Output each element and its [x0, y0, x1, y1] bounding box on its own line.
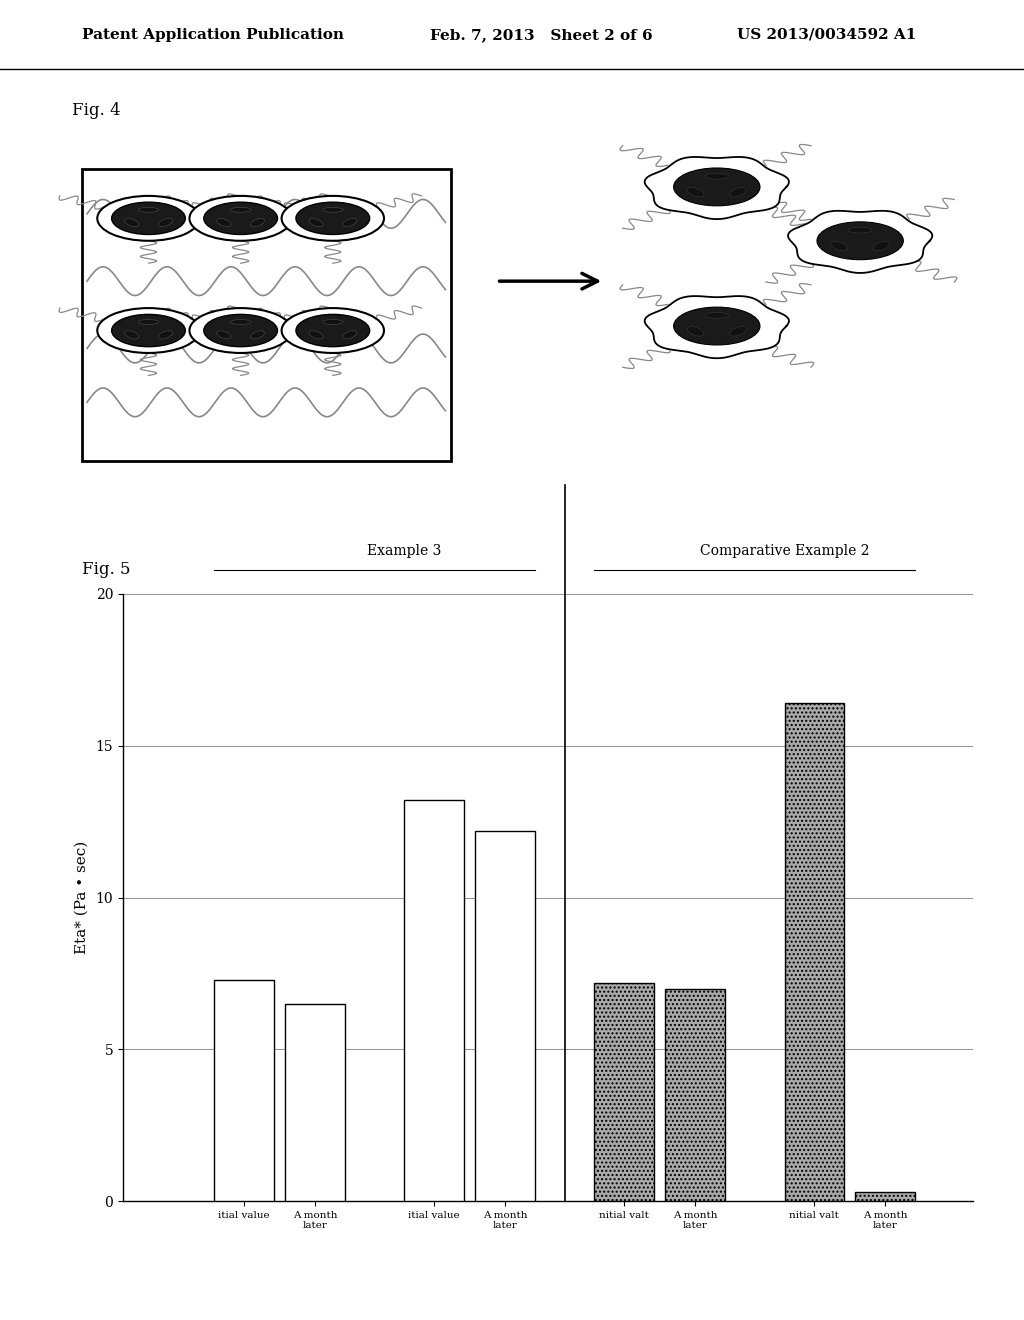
Ellipse shape [251, 331, 264, 339]
Circle shape [112, 314, 185, 347]
Circle shape [189, 195, 292, 240]
Ellipse shape [730, 326, 746, 337]
Ellipse shape [138, 207, 159, 213]
Ellipse shape [309, 219, 323, 227]
Text: Feb. 7, 2013   Sheet 2 of 6: Feb. 7, 2013 Sheet 2 of 6 [430, 28, 652, 42]
Y-axis label: Eta* (Pa • sec): Eta* (Pa • sec) [75, 841, 89, 954]
Ellipse shape [687, 326, 703, 337]
Text: US 2013/0034592 A1: US 2013/0034592 A1 [737, 28, 916, 42]
Bar [285, 1003, 345, 1201]
Bar [475, 830, 535, 1201]
Ellipse shape [848, 227, 872, 234]
Ellipse shape [217, 219, 230, 227]
Ellipse shape [309, 331, 323, 339]
Polygon shape [788, 211, 932, 273]
Circle shape [674, 168, 760, 206]
Circle shape [112, 202, 185, 235]
Ellipse shape [230, 207, 251, 213]
Circle shape [204, 202, 278, 235]
Ellipse shape [251, 219, 264, 227]
Text: Fig. 4: Fig. 4 [72, 102, 120, 119]
Bar [214, 979, 273, 1201]
Circle shape [282, 195, 384, 240]
Text: Example 3: Example 3 [368, 544, 441, 557]
Circle shape [204, 314, 278, 347]
Text: Fig. 5: Fig. 5 [82, 561, 130, 578]
Bar [404, 800, 464, 1201]
FancyBboxPatch shape [82, 169, 451, 461]
Ellipse shape [343, 331, 356, 339]
Ellipse shape [323, 207, 343, 213]
Circle shape [97, 195, 200, 240]
Ellipse shape [705, 173, 729, 180]
Ellipse shape [323, 319, 343, 325]
Polygon shape [645, 296, 788, 358]
Ellipse shape [230, 319, 251, 325]
Ellipse shape [159, 219, 172, 227]
Bar [666, 989, 725, 1201]
Ellipse shape [125, 331, 138, 339]
Circle shape [817, 222, 903, 260]
Ellipse shape [687, 187, 703, 197]
Ellipse shape [343, 219, 356, 227]
Bar [784, 704, 844, 1201]
Circle shape [282, 308, 384, 352]
Circle shape [189, 308, 292, 352]
Ellipse shape [730, 187, 746, 197]
Circle shape [296, 314, 370, 347]
Ellipse shape [125, 219, 138, 227]
Ellipse shape [830, 242, 847, 251]
Text: Comparative Example 2: Comparative Example 2 [699, 544, 869, 557]
Circle shape [674, 308, 760, 345]
Bar [595, 982, 654, 1201]
Ellipse shape [873, 242, 890, 251]
Bar [855, 1192, 915, 1201]
Polygon shape [645, 157, 788, 219]
Circle shape [97, 308, 200, 352]
Circle shape [296, 202, 370, 235]
Ellipse shape [705, 313, 729, 318]
Text: Patent Application Publication: Patent Application Publication [82, 28, 344, 42]
Ellipse shape [159, 331, 172, 339]
Ellipse shape [217, 331, 230, 339]
Ellipse shape [138, 319, 159, 325]
